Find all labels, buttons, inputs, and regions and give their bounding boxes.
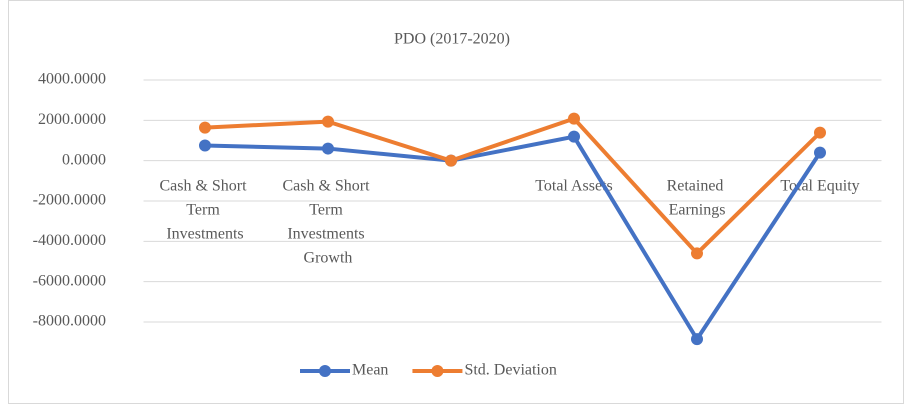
- legend-label: Std. Deviation: [464, 362, 556, 379]
- label-line: Term: [309, 201, 347, 218]
- y-tick-label: 4000.0000: [38, 71, 106, 88]
- y-tick-label: -2000.0000: [33, 192, 106, 209]
- label-line: Term: [186, 201, 224, 218]
- point: [199, 121, 211, 134]
- x-tick-label: Total Assets: [535, 177, 613, 194]
- chart-title: PDO (2017-2020): [394, 31, 510, 48]
- point: [322, 142, 334, 155]
- point: [691, 247, 703, 260]
- y-tick-label: -8000.0000: [33, 313, 106, 330]
- label-line: Investments: [166, 225, 243, 242]
- label-line: Cash & Short: [159, 177, 250, 194]
- label-line: Earnings: [669, 201, 726, 218]
- label-line: Investments: [287, 225, 368, 242]
- point: [814, 126, 826, 139]
- point: [814, 146, 826, 159]
- x-tick-label: Cash & Short Term Investments: [159, 177, 250, 242]
- label-line: Total Assets: [535, 177, 613, 194]
- point: [568, 130, 580, 143]
- y-tick-label: -4000.0000: [33, 232, 106, 249]
- point: [199, 139, 211, 152]
- legend-label: Mean: [352, 362, 388, 379]
- legend-marker: [319, 365, 331, 377]
- point: [691, 333, 703, 346]
- label-line: Retained: [667, 177, 728, 194]
- y-tick-label: -6000.0000: [33, 272, 106, 289]
- point: [445, 154, 457, 167]
- y-tick-label: 2000.0000: [38, 111, 106, 128]
- chart-border: [8, 0, 904, 404]
- series-line: [204, 116, 822, 256]
- point: [322, 115, 334, 128]
- label-line: Cash & Short: [282, 177, 373, 194]
- legend-marker: [431, 365, 444, 377]
- point: [568, 112, 580, 125]
- x-tick-label: Cash & Short Term Investments Growth: [282, 177, 373, 266]
- x-tick-label: Retained Earnings: [667, 177, 728, 218]
- series-line: [204, 134, 822, 342]
- label-line: Growth: [304, 249, 353, 266]
- y-tick-label: 0.0000: [62, 151, 106, 168]
